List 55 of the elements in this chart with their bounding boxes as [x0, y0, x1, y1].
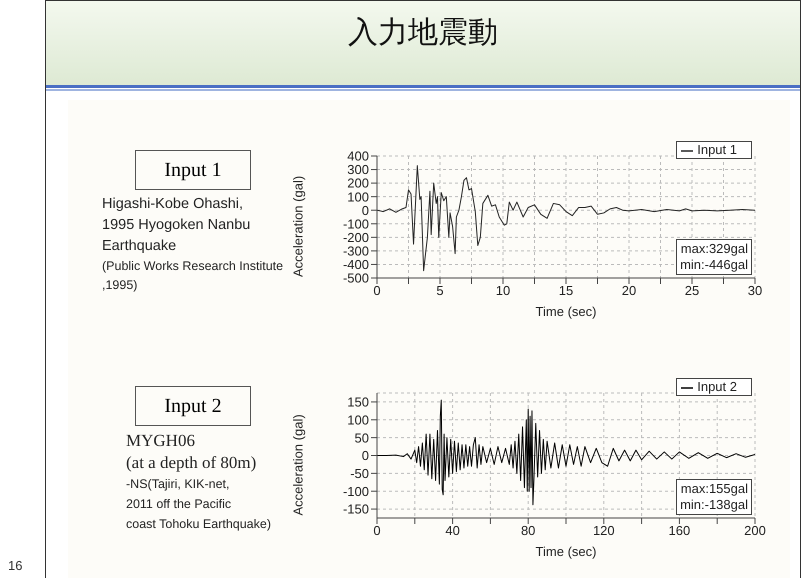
text: 1995 Hyogoken Nanbu [102, 216, 252, 235]
annotation: min:-138gal [680, 497, 748, 513]
y-axis-title: Acceleration (gal) [290, 414, 306, 516]
x-tick-label: 25 [684, 283, 700, 298]
y-tick-label: -50 [350, 466, 369, 481]
y-tick-label: -100 [342, 484, 369, 499]
y-tick-label: 400 [347, 148, 369, 164]
text: (at a depth of 80m) [126, 452, 258, 474]
y-tick-label: 300 [347, 162, 369, 178]
x-tick-label: 120 [592, 523, 615, 538]
y-tick-label: 0 [362, 448, 369, 464]
text: MYGH06 [126, 430, 196, 452]
y-tick-label: 0 [362, 202, 369, 218]
x-tick-label: 0 [373, 523, 381, 538]
y-tick-label: -150 [342, 502, 369, 517]
y-axis-title: Acceleration (gal) [290, 176, 306, 277]
x-tick-label: 15 [558, 283, 574, 298]
y-tick-label: -500 [342, 270, 369, 286]
y-tick-label: 100 [347, 412, 369, 428]
text: Input 1 [135, 150, 251, 190]
x-tick-label: 5 [436, 283, 444, 298]
y-tick-label: -100 [342, 216, 369, 232]
y-tick-label: -400 [342, 257, 369, 272]
text: Higashi-Kobe Ohashi, [102, 195, 244, 214]
x-axis-title: Time (sec) [536, 544, 596, 559]
x-tick-label: 30 [748, 283, 762, 298]
annotation: max:155gal [680, 481, 748, 497]
legend-label: Input 2 [697, 379, 737, 394]
text: 16 [8, 558, 22, 573]
y-tick-label: 200 [347, 176, 369, 191]
y-tick-label: -200 [342, 230, 369, 245]
x-tick-label: 40 [445, 523, 460, 538]
line-series [377, 165, 755, 272]
y-tick-label: 150 [347, 394, 369, 410]
x-tick-label: 80 [520, 523, 536, 538]
text: (Public Works Research Institute [102, 258, 284, 275]
y-tick-label: 100 [347, 189, 369, 204]
text: 2011 off the Pacific [126, 496, 232, 513]
x-tick-label: 0 [373, 283, 381, 298]
y-tick-label: 50 [354, 430, 369, 446]
text: ,1995) [102, 277, 138, 294]
annotation: max:329gal [680, 241, 748, 257]
x-tick-label: 200 [744, 523, 766, 538]
legend-label: Input 1 [697, 142, 737, 157]
y-tick-label: -300 [342, 244, 369, 259]
x-tick-label: 160 [668, 523, 690, 538]
x-axis-title: Time (sec) [536, 304, 596, 319]
text: Earthquake [102, 237, 178, 256]
x-tick-label: 20 [622, 283, 636, 298]
text: -NS(Tajiri, KIK-net, [126, 476, 230, 493]
chart-title: 入力地震動 [347, 14, 499, 52]
text: coast Tohoku Earthquake) [126, 516, 272, 533]
annotation: min:-446gal [680, 257, 748, 273]
text: Input 2 [135, 386, 251, 426]
x-tick-label: 10 [496, 283, 510, 298]
